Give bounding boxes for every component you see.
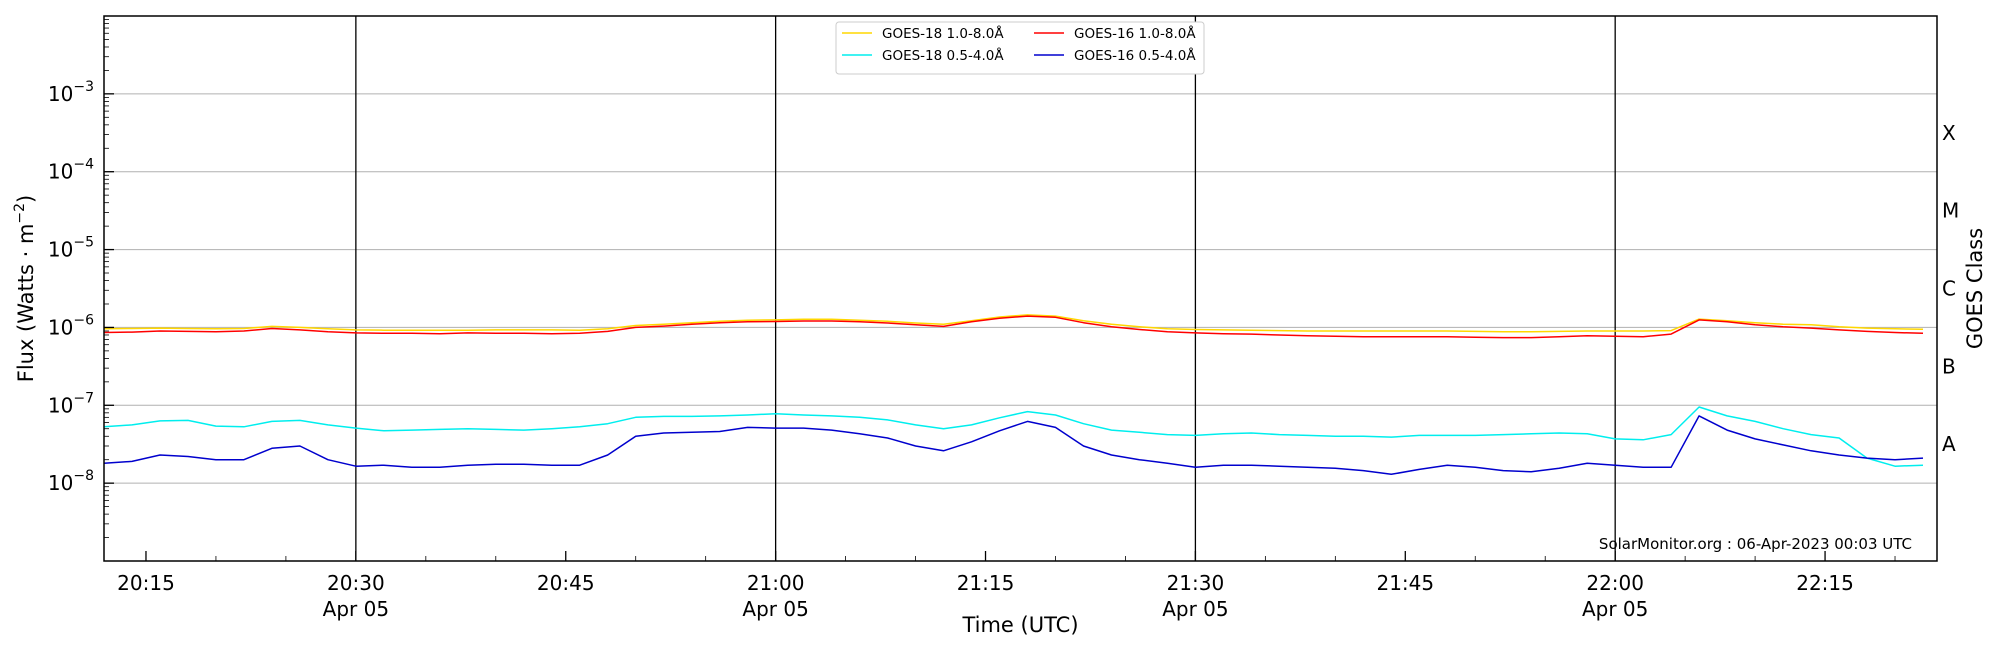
y-axis-title-main: Flux (Watts · m xyxy=(14,224,38,383)
y-tick-base: 10 xyxy=(48,471,73,495)
goes-class-B: B xyxy=(1942,354,1956,378)
credit-text: SolarMonitor.org : 06-Apr-2023 00:03 UTC xyxy=(1599,535,1912,553)
y-tick-exponent: −3 xyxy=(73,79,94,95)
y-tick-base: 10 xyxy=(48,315,73,339)
x-axis-title: Time (UTC) xyxy=(961,613,1078,637)
series-lines xyxy=(103,314,1924,476)
y-axis-title-exponent: −2 xyxy=(12,203,28,224)
y-tick-base: 10 xyxy=(48,393,73,417)
y-tick-exponent: −8 xyxy=(73,468,94,484)
series-line-1 xyxy=(103,315,1924,339)
goes-class-axis-title: GOES Class xyxy=(1963,228,1987,349)
y-tick-exponent: −6 xyxy=(73,312,94,328)
y-tick-label-0: 10−8 xyxy=(48,468,94,495)
x-tick-date-1: Apr 05 xyxy=(323,597,389,621)
x-tick-date-3: Apr 05 xyxy=(742,597,808,621)
y-tick-base: 10 xyxy=(48,238,73,262)
y-tick-label-3: 10−5 xyxy=(48,235,94,262)
x-tick-label-4: 21:15 xyxy=(957,571,1015,595)
goes-class-labels: A B C M X xyxy=(1942,121,1959,456)
y-axis-ticks: 10−810−710−610−510−410−3 xyxy=(48,19,114,538)
legend-label-3: GOES-16 0.5-4.0Å xyxy=(1074,47,1196,64)
goes-class-X: X xyxy=(1942,121,1956,145)
legend-label-1: GOES-16 1.0-8.0Å xyxy=(1074,25,1196,42)
y-tick-exponent: −5 xyxy=(73,235,94,251)
y-tick-base: 10 xyxy=(48,160,73,184)
series-line-2 xyxy=(103,406,1924,467)
y-tick-label-4: 10−4 xyxy=(48,157,94,184)
y-tick-base: 10 xyxy=(48,82,73,106)
goes-class-C: C xyxy=(1942,277,1956,301)
y-axis-title: Flux (Watts · m−2) xyxy=(12,195,38,383)
x-tick-label-2: 20:45 xyxy=(537,571,595,595)
x-tick-label-5: 21:30 xyxy=(1167,571,1225,595)
y-tick-label-1: 10−7 xyxy=(48,390,94,417)
x-tick-date-5: Apr 05 xyxy=(1162,597,1228,621)
legend-box xyxy=(835,21,1205,75)
x-tick-date-7: Apr 05 xyxy=(1582,597,1648,621)
series-line-0 xyxy=(103,314,1924,333)
x-tick-label-0: 20:15 xyxy=(117,571,175,595)
legend-label-0: GOES-18 1.0-8.0Å xyxy=(882,25,1004,42)
x-tick-label-1: 20:30 xyxy=(327,571,385,595)
y-tick-label-2: 10−6 xyxy=(48,312,94,339)
gridlines xyxy=(104,93,1937,484)
plot-frame xyxy=(103,15,1938,562)
y-tick-label-5: 10−3 xyxy=(48,79,94,106)
legend-label-2: GOES-18 0.5-4.0Å xyxy=(882,47,1004,64)
goes-class-A: A xyxy=(1942,432,1956,456)
y-axis-title-close: ) xyxy=(14,195,38,203)
goes-class-M: M xyxy=(1942,199,1959,223)
x-tick-label-7: 22:00 xyxy=(1586,571,1644,595)
y-tick-exponent: −7 xyxy=(73,390,94,406)
y-tick-exponent: −4 xyxy=(73,157,94,173)
day-vertical-lines xyxy=(355,16,1616,561)
series-line-3 xyxy=(103,415,1924,476)
x-tick-label-8: 22:15 xyxy=(1796,571,1854,595)
legend: GOES-18 1.0-8.0Å GOES-18 0.5-4.0Å GOES-16 … xyxy=(835,21,1205,75)
x-tick-label-3: 21:00 xyxy=(747,571,805,595)
x-tick-label-6: 21:45 xyxy=(1376,571,1434,595)
